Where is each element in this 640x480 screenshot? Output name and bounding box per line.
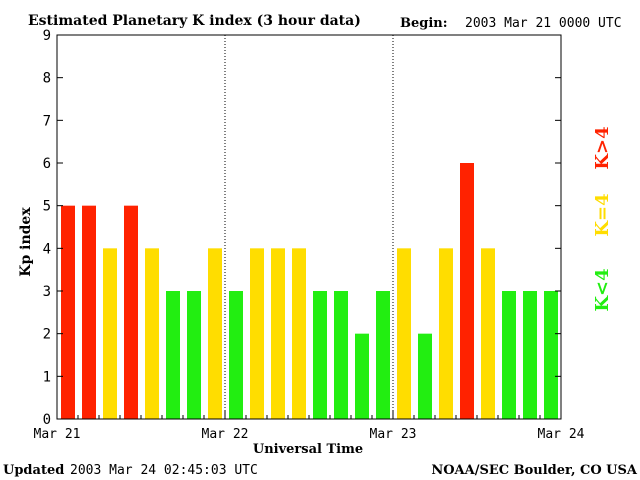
kp-bar (145, 248, 159, 419)
kp-bar (502, 291, 516, 419)
kp-bar (271, 248, 285, 419)
kp-bar (292, 248, 306, 419)
y-tick-label: 0 (43, 412, 51, 428)
kp-bar (187, 291, 201, 419)
y-tick-label: 5 (43, 199, 51, 215)
kp-bar (250, 248, 264, 419)
y-tick-label: 8 (43, 71, 51, 87)
legend-k-greater-4: K>4 (592, 126, 613, 169)
y-tick-label: 6 (43, 156, 51, 172)
kp-bar (355, 333, 369, 419)
kp-bar (418, 333, 432, 419)
legend-k-less-4: K<4 (592, 268, 613, 311)
kp-bar (61, 205, 75, 419)
x-tick-label: Mar 24 (538, 427, 585, 442)
kp-bar (376, 291, 390, 419)
kp-bar (523, 291, 537, 419)
kp-bar (313, 291, 327, 419)
kp-bar (208, 248, 222, 419)
kp-bar (397, 248, 411, 419)
y-tick-label: 3 (43, 284, 51, 300)
kp-bar (460, 163, 474, 419)
kp-bar (166, 291, 180, 419)
x-tick-label: Mar 23 (370, 427, 417, 442)
chart-title: Estimated Planetary K index (3 hour data… (28, 13, 361, 29)
y-tick-label: 2 (43, 327, 51, 343)
updated-value: 2003 Mar 24 02:45:03 UTC (70, 463, 258, 478)
plot-area: 0 1 2 3 4 5 6 7 8 9 Mar 21 Mar 22 Mar 23 Mar 24 (34, 28, 585, 442)
x-tick-label: Mar 22 (202, 427, 249, 442)
kp-bar (82, 205, 96, 419)
legend-k-equal-4: K=4 (592, 193, 613, 236)
y-tick-label: 4 (43, 241, 51, 257)
begin-label: Begin: (400, 16, 448, 31)
x-tick-label: Mar 21 (34, 427, 81, 442)
x-axis-label: Universal Time (253, 442, 363, 457)
y-tick-label: 7 (43, 113, 51, 129)
updated-label: Updated (3, 463, 64, 478)
source-credit: NOAA/SEC Boulder, CO USA (431, 463, 638, 478)
kp-bar (544, 291, 558, 419)
kp-bar (229, 291, 243, 419)
y-axis-label: Kp index (18, 207, 34, 277)
y-tick-label: 1 (43, 369, 51, 385)
kp-bar (439, 248, 453, 419)
kp-bar (334, 291, 348, 419)
kp-bar (103, 248, 117, 419)
y-tick-label: 9 (43, 28, 51, 44)
kp-bar (124, 205, 138, 419)
kp-bar (481, 248, 495, 419)
begin-value: 2003 Mar 21 0000 UTC (465, 16, 622, 31)
